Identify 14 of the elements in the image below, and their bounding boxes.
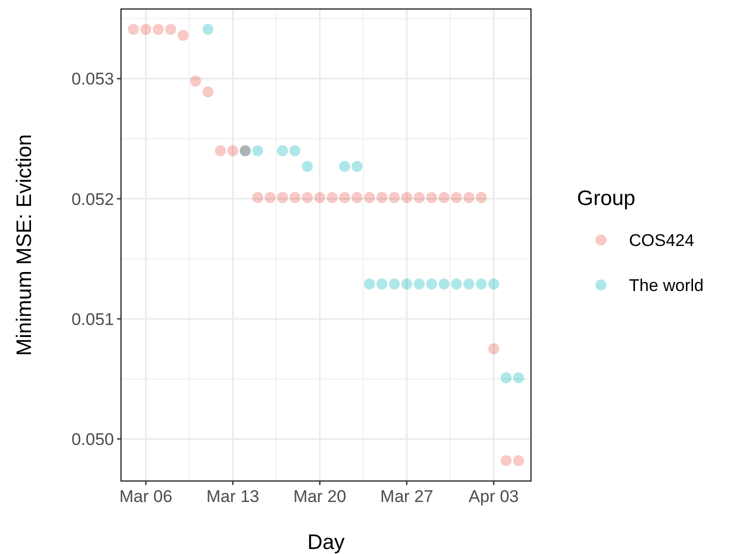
- x-tick-label: Mar 06: [119, 487, 172, 506]
- x-tick-label: Mar 20: [293, 487, 346, 506]
- x-axis-title: Day: [307, 531, 346, 554]
- y-tick-label: 0.053: [71, 70, 114, 89]
- x-tick-label: Mar 13: [206, 487, 260, 506]
- y-tick-label: 0.051: [71, 310, 114, 329]
- legend-title: Group: [577, 187, 636, 210]
- x-tick-label: Mar 27: [380, 487, 434, 506]
- y-tick-label: 0.050: [71, 430, 114, 449]
- legend-label: The world: [629, 276, 704, 295]
- y-axis-title: Minimum MSE: Eviction: [13, 134, 36, 356]
- x-tick-label: Apr 03: [468, 487, 519, 506]
- y-tick-label: 0.052: [71, 190, 114, 209]
- legend-label: COS424: [629, 231, 694, 250]
